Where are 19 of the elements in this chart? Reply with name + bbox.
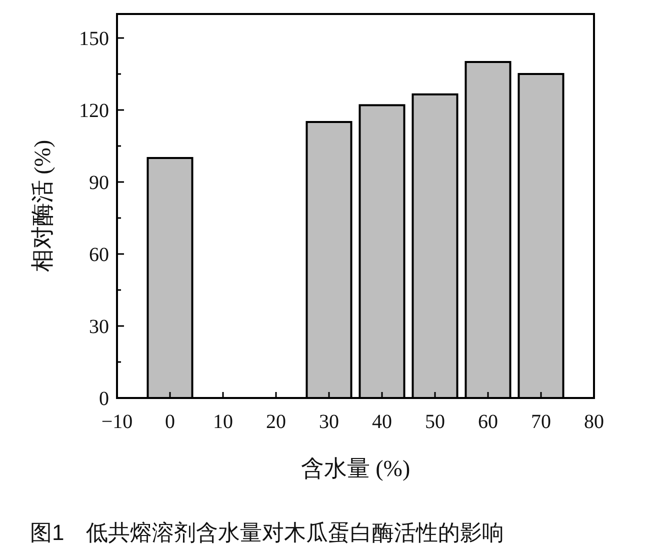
caption: 图1 低共熔溶剂含水量对木瓜蛋白酶活性的影响 xyxy=(30,520,504,545)
y-tick-label: 60 xyxy=(89,244,109,266)
y-tick-label: 90 xyxy=(89,172,109,194)
y-tick-label: 120 xyxy=(79,100,109,122)
x-tick-label: 30 xyxy=(319,411,339,433)
x-tick-label: 80 xyxy=(584,411,604,433)
y-tick-label: 30 xyxy=(89,316,109,338)
x-tick-label: 10 xyxy=(213,411,233,433)
x-tick-label: −10 xyxy=(101,411,133,433)
x-tick-label: 70 xyxy=(531,411,551,433)
x-tick-label: 50 xyxy=(425,411,445,433)
y-tick-label: 150 xyxy=(79,28,109,50)
x-tick-label: 60 xyxy=(478,411,498,433)
x-tick-label: 0 xyxy=(165,411,175,433)
y-axis-title: 相对酶活 (%) xyxy=(30,140,55,272)
x-tick-label: 20 xyxy=(266,411,286,433)
x-tick-label: 40 xyxy=(372,411,392,433)
y-tick-label: 0 xyxy=(99,388,109,410)
x-axis-title: 含水量 (%) xyxy=(300,456,410,481)
